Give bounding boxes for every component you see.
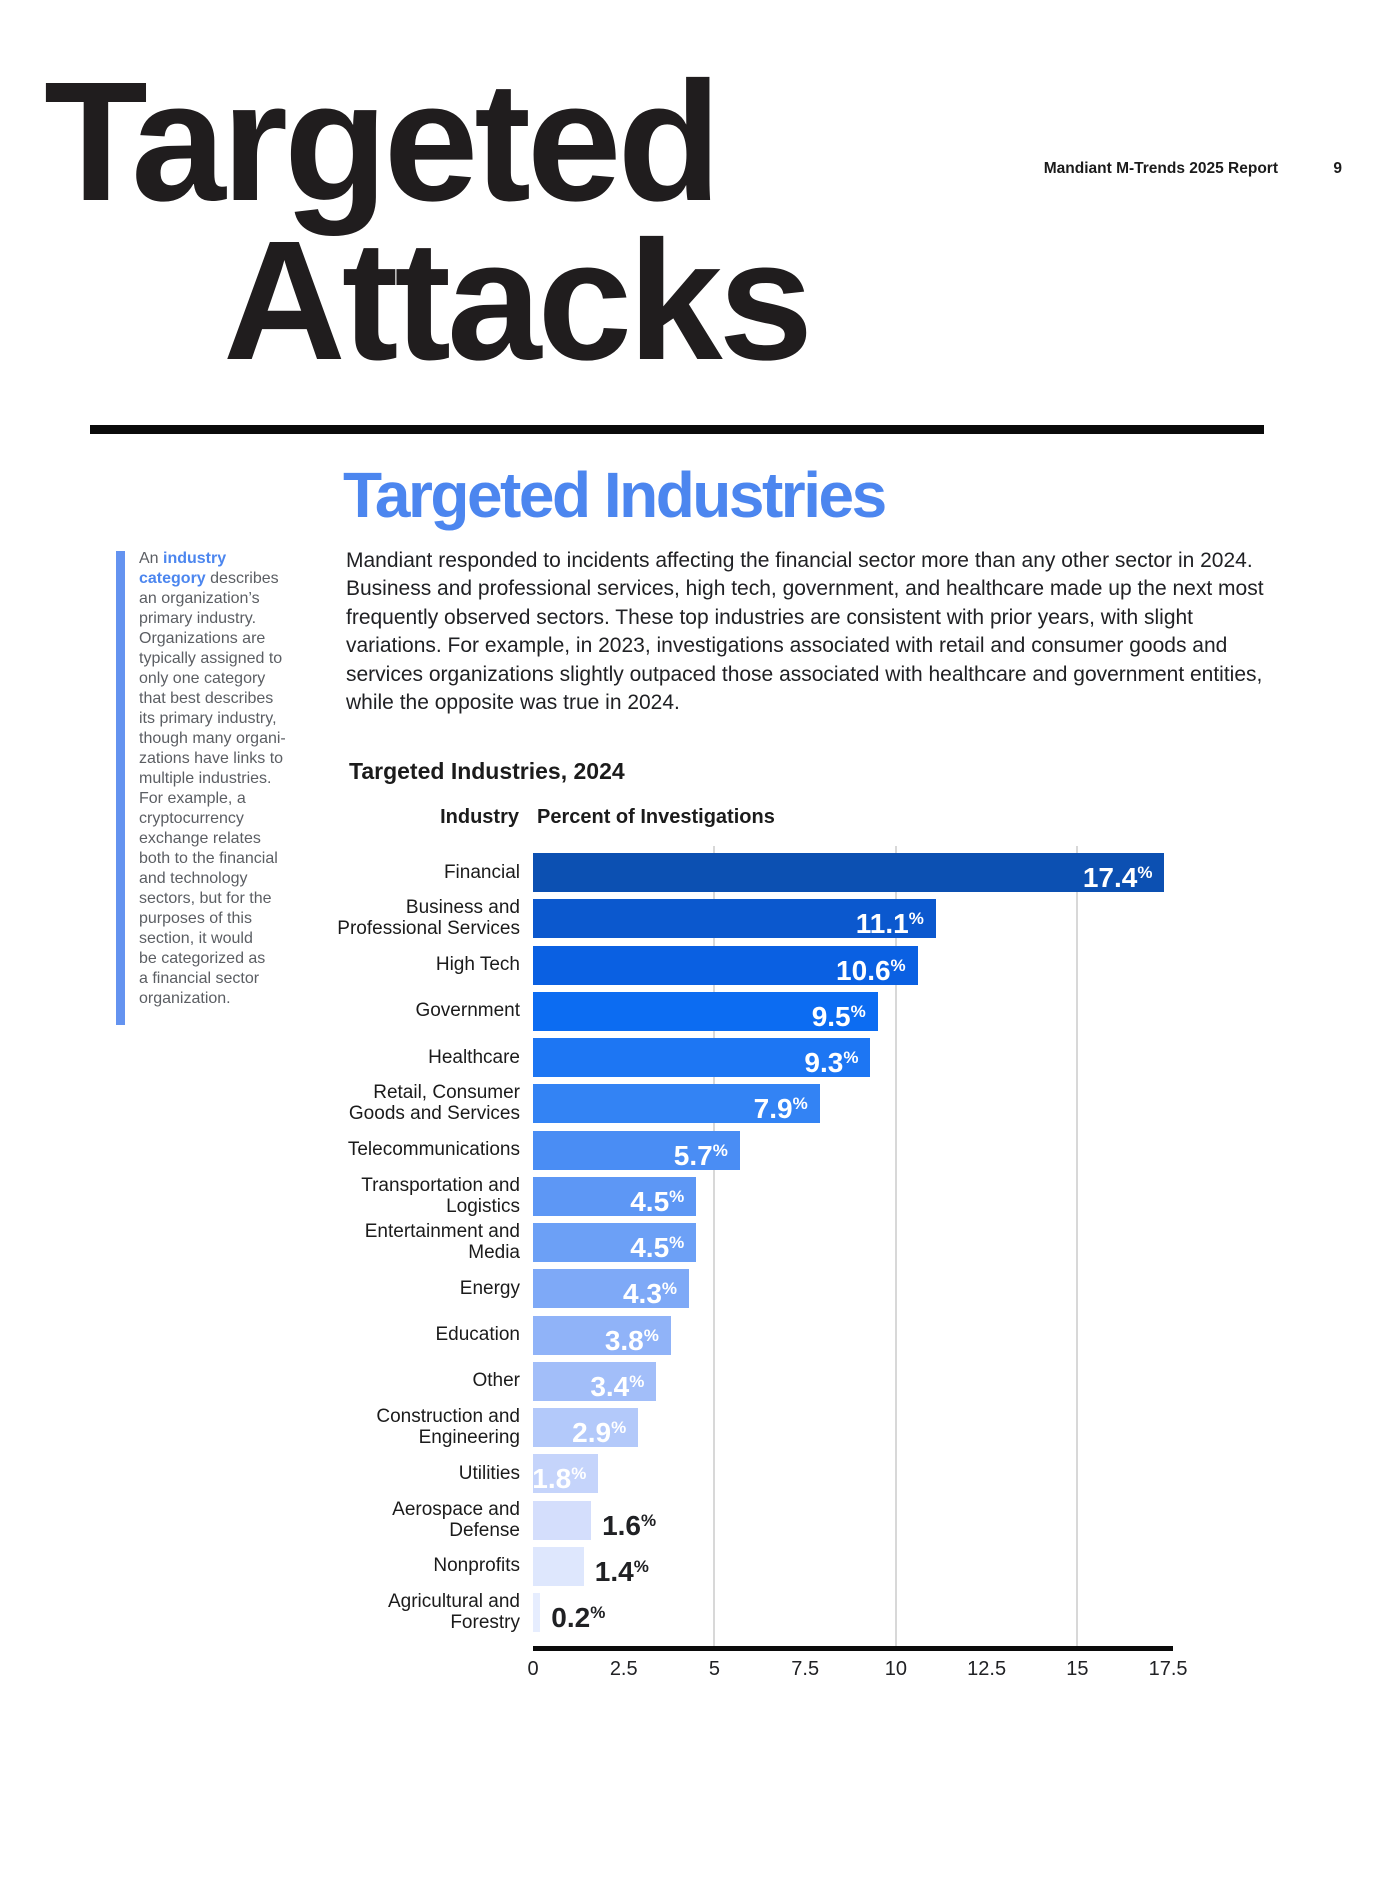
bar-value-label: 17.4% — [1082, 862, 1153, 893]
bar-label: Construction and Engineering — [376, 1406, 520, 1448]
bar-label: Transportation and Logistics — [361, 1174, 520, 1217]
x-axis-line — [533, 1646, 1173, 1651]
bar-value-label: 1.6% — [602, 1509, 657, 1541]
bar-value-label: 5.7% — [673, 1139, 728, 1171]
chart-column-header-percent: Percent of Investigations — [537, 806, 775, 828]
section-heading: Targeted Industries — [343, 459, 887, 531]
bar-label: Aerospace and Defense — [392, 1498, 520, 1541]
report-header: Mandiant M-Trends 2025 Report — [1043, 160, 1278, 177]
bar-label: Education — [435, 1324, 520, 1345]
bar-value-label: 9.5% — [811, 1000, 866, 1032]
bar-label: Agricultural and Forestry — [387, 1591, 520, 1633]
sidebar-note-text: An industry category describes an organi… — [139, 549, 319, 1009]
bar-label: Retail, Consumer Goods and Services — [348, 1082, 520, 1125]
bar: 11.1% — [533, 899, 936, 940]
bar: 9.3% — [533, 1038, 871, 1078]
bar-value-label: 7.9% — [753, 1093, 808, 1125]
gridline-10 — [894, 846, 897, 1646]
bar: 2.9% — [533, 1408, 639, 1448]
sidebar-note-prefix: An — [139, 550, 164, 567]
chart-column-header-industry: Industry — [440, 806, 519, 828]
bar-value-label: 11.1% — [855, 908, 924, 940]
bar: 9.5% — [533, 991, 878, 1032]
sidebar-accent-bar — [116, 551, 125, 1025]
x-axis-tick-17.5: 17.5 — [1148, 1658, 1188, 1680]
bar-label: High Tech — [435, 954, 520, 975]
bar: 5.7% — [533, 1130, 740, 1171]
bar-value-label: 1.8% — [532, 1463, 587, 1495]
bar-label: Business and Professional Services — [337, 897, 520, 940]
bar-value-label: 4.5% — [630, 1185, 685, 1217]
bar: 4.3% — [533, 1269, 690, 1310]
page-number: 9 — [1333, 160, 1342, 177]
bar-label: Utilities — [458, 1462, 520, 1484]
bar-value-label: 3.8% — [604, 1324, 659, 1356]
bar: 4.5% — [533, 1176, 697, 1217]
x-axis-tick-0: 0 — [527, 1658, 539, 1680]
bar-value-label: 9.3% — [804, 1047, 859, 1078]
bar: 17.4% — [533, 853, 1165, 893]
bar-value-label: 4.3% — [622, 1278, 678, 1310]
bar: 3.4% — [533, 1361, 657, 1402]
sidebar-note-body: describes an organization’s primary indu… — [139, 570, 286, 1007]
title-divider-rule — [90, 425, 1264, 434]
bar-value-label: 1.4% — [594, 1555, 649, 1587]
x-axis-tick-15: 15 — [1066, 1658, 1089, 1680]
bar-value-label: 0.2% — [551, 1602, 606, 1633]
bar-label: Entertainment and Media — [364, 1221, 520, 1263]
x-axis-tick-12.5: 12.5 — [967, 1658, 1007, 1680]
x-axis-tick-7.5: 7.5 — [791, 1658, 820, 1680]
bar-value-label: 10.6% — [836, 954, 906, 986]
bar-label: Other — [472, 1370, 520, 1392]
x-axis-tick-5: 5 — [708, 1658, 720, 1680]
section-body-paragraph: Mandiant responded to incidents affectin… — [346, 549, 1264, 715]
page-title-line1: Targeted — [44, 47, 721, 237]
chart-title: Targeted Industries, 2024 — [349, 758, 625, 784]
x-axis-tick-10: 10 — [884, 1658, 908, 1680]
bar-value-label: 3.4% — [590, 1370, 645, 1402]
x-axis-tick-2.5: 2.5 — [609, 1658, 638, 1680]
bar-label: Telecommunications — [347, 1139, 520, 1160]
bar-value-label: 2.9% — [572, 1417, 627, 1448]
bar-label: Government — [415, 1000, 520, 1022]
bar-value-label: 4.5% — [630, 1232, 685, 1263]
bar: 10.6% — [533, 945, 918, 986]
industry-category-link[interactable]: industry category — [139, 550, 227, 587]
bar — [533, 1500, 592, 1540]
bar: 4.5% — [533, 1223, 697, 1263]
bar-label: Financial — [443, 861, 520, 883]
bar-label: Healthcare — [428, 1046, 520, 1068]
gridline-5 — [713, 846, 716, 1646]
bar — [533, 1546, 584, 1586]
page-title-line2: Attacks — [223, 206, 813, 396]
bar-label: Energy — [459, 1277, 520, 1299]
bar — [533, 1593, 541, 1632]
bar-label: Nonprofits — [433, 1555, 520, 1577]
bar: 1.8% — [532, 1454, 599, 1495]
bar: 7.9% — [533, 1084, 820, 1125]
gridline-15 — [1076, 846, 1079, 1646]
bar: 3.8% — [533, 1315, 671, 1356]
